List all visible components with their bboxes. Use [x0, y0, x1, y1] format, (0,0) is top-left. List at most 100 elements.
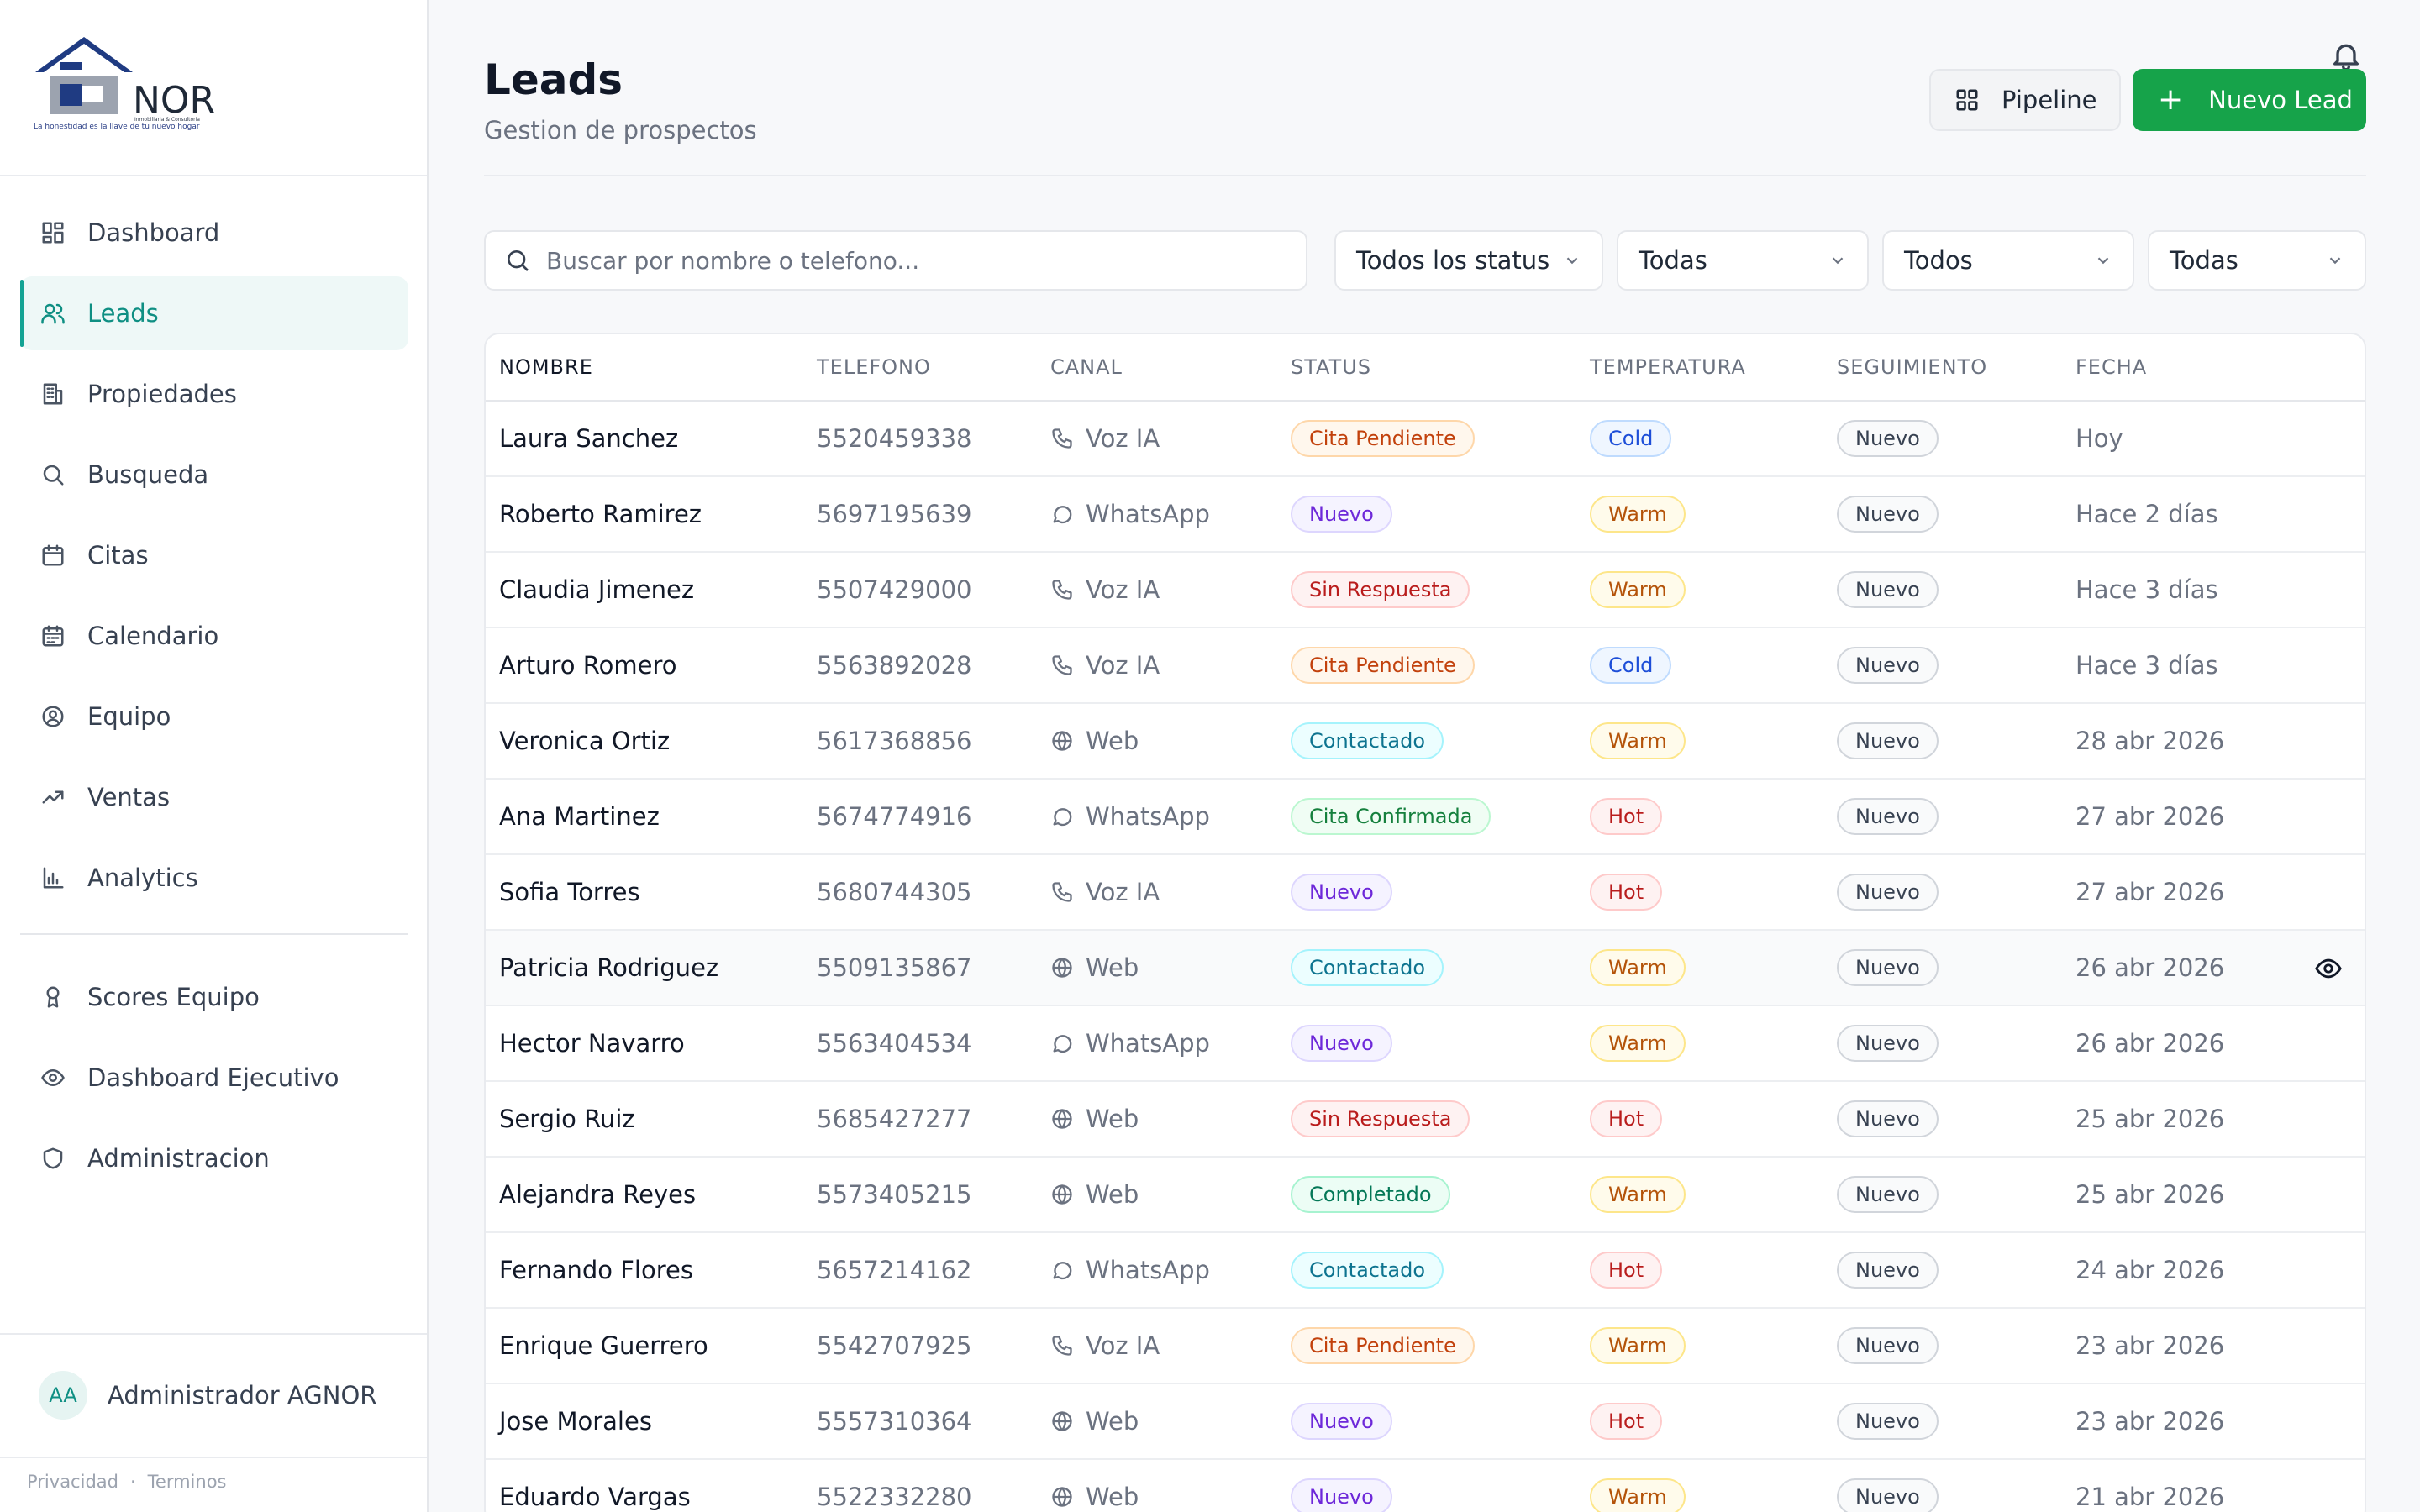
- pipeline-button[interactable]: Pipeline: [1929, 69, 2121, 131]
- view-eye-icon[interactable]: [2314, 954, 2343, 989]
- followup-cell: Nuevo: [1837, 874, 1939, 911]
- table-row[interactable]: Veronica Ortiz 5617368856 Web Contactado War…: [486, 704, 2365, 780]
- lead-phone: 5573405215: [817, 1180, 972, 1209]
- lead-name[interactable]: Patricia Rodriguez: [499, 953, 719, 982]
- column-header-seguimiento[interactable]: SEGUIMIENTO: [1837, 355, 1988, 379]
- table-row[interactable]: Claudia Jimenez 5507429000 Voz IA Sin Respu…: [486, 553, 2365, 628]
- status-cell: Nuevo: [1291, 1478, 1392, 1512]
- sidebar-item-equipo[interactable]: Equipo: [20, 680, 408, 753]
- lead-name[interactable]: Arturo Romero: [499, 651, 677, 680]
- table-row[interactable]: Roberto Ramirez 5697195639 WhatsApp Nuevo Wa…: [486, 477, 2365, 553]
- temperature-cell: Warm: [1590, 722, 1686, 759]
- status-cell: Contactado: [1291, 722, 1444, 759]
- sidebar-item-leads[interactable]: Leads: [20, 276, 408, 350]
- lead-phone: 5697195639: [817, 500, 972, 528]
- filter-select-4[interactable]: Todas: [2148, 230, 2366, 291]
- user-profile[interactable]: AA Administrador AGNOR: [39, 1371, 376, 1420]
- sidebar-item-dashboard-ejecutivo[interactable]: Dashboard Ejecutivo: [20, 1041, 408, 1115]
- chat-bubble-icon: [1053, 1035, 1072, 1053]
- lead-name[interactable]: Veronica Ortiz: [499, 727, 671, 755]
- temperature-cell: Warm: [1590, 1025, 1686, 1062]
- status-filter-select[interactable]: Todos los status: [1334, 230, 1603, 291]
- lead-date: 26 abr 2026: [2075, 1029, 2225, 1058]
- table-row[interactable]: Alejandra Reyes 5573405215 Web Completado Wa…: [486, 1158, 2365, 1233]
- lead-phone: 5563404534: [817, 1029, 972, 1058]
- sidebar-item-citas[interactable]: Citas: [20, 518, 408, 592]
- status-badge: Nuevo: [1291, 1478, 1392, 1512]
- lead-channel-label: WhatsApp: [1086, 500, 1210, 528]
- sidebar-item-label: Busqueda: [87, 460, 209, 489]
- table-row[interactable]: Hector Navarro 5563404534 WhatsApp Nuevo War…: [486, 1006, 2365, 1082]
- search-box[interactable]: [484, 230, 1307, 291]
- table-row[interactable]: Patricia Rodriguez 5509135867 Web Contactad…: [486, 931, 2365, 1006]
- lead-channel-label: WhatsApp: [1086, 1256, 1210, 1284]
- column-header-fecha[interactable]: FECHA: [2075, 355, 2148, 379]
- phone-icon: [1052, 882, 1072, 902]
- privacy-link[interactable]: Privacidad: [27, 1472, 118, 1492]
- lead-name[interactable]: Sergio Ruiz: [499, 1105, 635, 1133]
- table-row[interactable]: Jose Morales 5557310364 Web Nuevo Hot Nuevo 23…: [486, 1384, 2365, 1460]
- column-header-nombre[interactable]: NOMBRE: [499, 355, 593, 379]
- column-header-telefono[interactable]: TELEFONO: [817, 355, 931, 379]
- sidebar-item-propiedades[interactable]: Propiedades: [20, 357, 408, 431]
- status-cell: Nuevo: [1291, 1403, 1392, 1440]
- lead-name[interactable]: Hector Navarro: [499, 1029, 685, 1058]
- followup-badge: Nuevo: [1837, 496, 1939, 533]
- table-row[interactable]: Arturo Romero 5563892028 Voz IA Cita Pendie…: [486, 628, 2365, 704]
- followup-cell: Nuevo: [1837, 647, 1939, 684]
- lead-name[interactable]: Fernando Flores: [499, 1256, 693, 1284]
- lead-channel-label: Web: [1086, 1105, 1139, 1133]
- temperature-badge: Warm: [1590, 722, 1686, 759]
- followup-cell: Nuevo: [1837, 1176, 1939, 1213]
- lead-name[interactable]: Enrique Guerrero: [499, 1331, 708, 1360]
- new-lead-button[interactable]: + Nuevo Lead: [2133, 69, 2366, 131]
- phone-icon: [1052, 580, 1072, 600]
- temperature-badge: Warm: [1590, 1176, 1686, 1213]
- pipeline-button-label: Pipeline: [2002, 86, 2097, 114]
- lead-phone: 5557310364: [817, 1407, 972, 1436]
- sidebar-item-administracion[interactable]: Administracion: [20, 1121, 408, 1195]
- lead-name[interactable]: Roberto Ramirez: [499, 500, 702, 528]
- filter-select-3[interactable]: Todos: [1882, 230, 2134, 291]
- sidebar-item-label: Ventas: [87, 783, 171, 811]
- lead-name[interactable]: Eduardo Vargas: [499, 1483, 691, 1511]
- lead-date: Hace 3 días: [2075, 575, 2218, 604]
- sidebar-item-analytics[interactable]: Analytics: [20, 841, 408, 915]
- filter-select-2[interactable]: Todas: [1617, 230, 1869, 291]
- table-row[interactable]: Sergio Ruiz 5685427277 Web Sin Respuesta Hot…: [486, 1082, 2365, 1158]
- sidebar-item-busqueda[interactable]: Busqueda: [20, 438, 408, 512]
- trending-up-icon: [39, 783, 67, 811]
- phone-icon: [1052, 655, 1072, 675]
- sidebar-item-dashboard[interactable]: Dashboard: [20, 196, 408, 270]
- sidebar-item-scores-equipo[interactable]: Scores Equipo: [20, 960, 408, 1034]
- table-row[interactable]: Laura Sanchez 5520459338 Voz IA Cita Pendie…: [486, 402, 2365, 477]
- table-row[interactable]: Fernando Flores 5657214162 WhatsApp Contact…: [486, 1233, 2365, 1309]
- table-row[interactable]: Eduardo Vargas 5522332280 Web Nuevo Warm Nuev…: [486, 1460, 2365, 1512]
- search-input[interactable]: [546, 246, 1286, 275]
- table-row[interactable]: Ana Martinez 5674774916 WhatsApp Cita Confi…: [486, 780, 2365, 855]
- sidebar-item-calendario[interactable]: Calendario: [20, 599, 408, 673]
- eye-icon: [39, 1063, 67, 1092]
- followup-badge: Nuevo: [1837, 571, 1939, 608]
- table-row[interactable]: Sofia Torres 5680744305 Voz IA Nuevo Hot Nuev…: [486, 855, 2365, 931]
- column-header-status[interactable]: STATUS: [1291, 355, 1372, 379]
- table-row[interactable]: Enrique Guerrero 5542707925 Voz IA Cita Pen…: [486, 1309, 2365, 1384]
- avatar: AA: [39, 1371, 87, 1420]
- lead-name[interactable]: Laura Sanchez: [499, 424, 679, 453]
- company-logo[interactable]: NOR Inmobiliaria & Consultoria La honest…: [32, 34, 217, 143]
- nav-divider: [20, 933, 408, 935]
- lead-name[interactable]: Sofia Torres: [499, 878, 640, 906]
- terms-link[interactable]: Terminos: [147, 1472, 227, 1492]
- sidebar-item-ventas[interactable]: Ventas: [20, 760, 408, 834]
- followup-badge: Nuevo: [1837, 1025, 1939, 1062]
- column-header-temperatura[interactable]: TEMPERATURA: [1590, 355, 1746, 379]
- award-icon: [39, 983, 67, 1011]
- followup-cell: Nuevo: [1837, 1327, 1939, 1364]
- followup-badge: Nuevo: [1837, 874, 1939, 911]
- lead-name[interactable]: Ana Martinez: [499, 802, 660, 831]
- lead-name[interactable]: Claudia Jimenez: [499, 575, 695, 604]
- lead-channel: Voz IA: [1050, 575, 1160, 604]
- column-header-canal[interactable]: CANAL: [1050, 355, 1123, 379]
- lead-name[interactable]: Jose Morales: [499, 1407, 652, 1436]
- lead-name[interactable]: Alejandra Reyes: [499, 1180, 697, 1209]
